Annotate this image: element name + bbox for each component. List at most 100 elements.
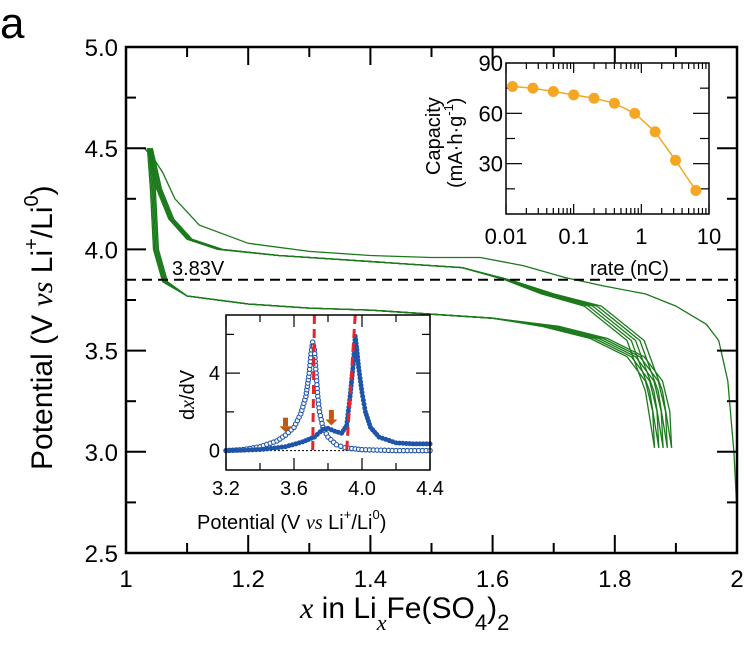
arrow-head [279, 426, 292, 433]
rate-capacity-points [507, 80, 702, 197]
dxdv-point-filled [238, 447, 244, 453]
discharge-curve-5 [151, 148, 673, 448]
dxdv-x-axis-label: Potential (V vs Li+/Li0) [197, 507, 386, 534]
dxdv-y-tick-label: 4 [209, 363, 220, 385]
red-guide-line [311, 314, 316, 451]
rate-inset-frame [505, 62, 710, 215]
x-axis-label-sub2: 4 [475, 610, 487, 635]
rate-point [629, 107, 641, 119]
x-tick-label: 2 [730, 566, 743, 593]
dxdv-point-filled [264, 446, 270, 452]
dxdv-point-filled [279, 444, 285, 450]
rate-point [507, 80, 519, 92]
dxdv-x-tick-label: 3.2 [212, 478, 240, 500]
dxdv-x-tick-labels: 3.2 3.6 4.0 4.4 [212, 478, 444, 500]
dxdv-point-filled [253, 447, 259, 453]
dxdv-arrows [279, 409, 338, 433]
rate-point [547, 86, 559, 98]
rate-point [588, 92, 600, 104]
dxdv-xlabel-close: ) [380, 512, 387, 534]
dxdv-point-filled [268, 445, 274, 451]
dxdv-point-filled [231, 447, 237, 453]
y-tick-label: 4.5 [85, 136, 118, 163]
dxdv-point-filled [275, 445, 281, 451]
red-guide-line [345, 314, 357, 451]
dxdv-point-filled [257, 447, 263, 453]
reference-line-label: 3.83V [172, 258, 225, 280]
rate-x-tick-label: 10 [697, 224, 721, 249]
dxdv-x-tick-label: 4.0 [348, 478, 376, 500]
dxdv-point-filled [246, 447, 252, 453]
dxdv-y-tick-label: 0 [209, 441, 220, 463]
dxdv-ylabel-d: d [177, 409, 199, 420]
rate-inset-ticks [505, 63, 710, 214]
y-axis-label-slash: /Li [26, 207, 59, 239]
dxdv-red-guides [311, 314, 357, 451]
dxdv-point-filled [360, 393, 366, 399]
rate-point [527, 82, 539, 94]
arrow-shaft [328, 409, 334, 420]
y-axis-label-sup: + [21, 238, 43, 250]
dxdv-point-filled [234, 447, 240, 453]
arrow-shaft [283, 417, 288, 427]
y-axis-label-close: ) [26, 185, 59, 195]
rate-x-tick-labels: 0.01 0.1 1 10 [485, 224, 722, 249]
dxdv-xlabel-sup: + [344, 507, 352, 522]
down-arrow-icon [325, 409, 338, 426]
x-axis-label-sub: x [376, 610, 387, 635]
x-tick-label: 1.2 [232, 566, 265, 593]
dxdv-point-filled [362, 405, 368, 411]
x-axis-label-rest: Fe(SO [386, 592, 474, 625]
y-tick-label: 2.5 [85, 541, 118, 568]
arrow-head [325, 419, 338, 426]
dxdv-ylabel-var: x [177, 400, 199, 410]
rate-y-tick-labels: 30 60 90 [479, 51, 503, 177]
dxdv-point-filled [272, 445, 278, 451]
dxdv-x-tick-label: 4.4 [416, 478, 444, 500]
dxdv-xlabel-li: Li [323, 512, 344, 534]
x-axis-label-var: x [299, 592, 314, 625]
y-tick-label: 5.0 [85, 35, 118, 62]
main-x-axis-label: x in LixFe(SO4)2 [299, 592, 509, 635]
rate-point [608, 97, 620, 109]
main-y-axis-label: Potential (V vs Li+/Li0) [21, 185, 59, 470]
panel-label: a [0, 0, 25, 48]
dxdv-xlabel-vs: vs [306, 512, 323, 534]
rate-y-axis-label-line2: (mA·h·g-1) [441, 98, 467, 188]
rate-ylabel-sup: -1 [441, 104, 456, 116]
main-y-tick-labels: 2.5 3.0 3.5 4.0 4.5 5.0 [85, 35, 118, 568]
rate-point [690, 185, 702, 197]
dxdv-inset-frame [225, 314, 431, 471]
rate-y-axis-label-line1: Capacity [423, 97, 445, 175]
dxdv-y-tick-labels: 04 [209, 363, 220, 463]
rate-y-tick-label: 90 [479, 51, 503, 76]
dxdv-point-filled [360, 397, 366, 403]
rate-x-tick-label: 0.01 [485, 224, 528, 249]
dxdv-series [223, 333, 433, 454]
rate-capacity-line [512, 85, 697, 191]
x-axis-label-sub3: 2 [497, 610, 509, 635]
first-discharge-curve [143, 147, 738, 513]
down-arrow-icon [279, 417, 292, 433]
y-axis-label-li: Li [26, 250, 59, 282]
y-tick-label: 3.0 [85, 440, 118, 467]
main-plot: 3.83V 1 1.2 1.4 1.6 1.8 2 2.53.03.54.04.55.0 … [21, 35, 744, 635]
rate-x-tick-label: 1 [635, 224, 647, 249]
main-curves [143, 147, 738, 513]
dxdv-xlabel-sup2: 0 [372, 507, 379, 522]
rate-inset: 0.01 0.1 1 10 30 60 90 rate (nC) Capacity (mA… [423, 51, 721, 280]
x-axis-label-close: ) [487, 592, 497, 625]
dxdv-xlabel-text: Potential (V [197, 512, 306, 534]
main-axis-ticks [125, 46, 738, 554]
dxdv-x-tick-label: 3.6 [280, 478, 308, 500]
rate-ylabel-text: (mA·h·g [445, 116, 467, 188]
dxdv-point-filled [344, 422, 350, 428]
rate-point [568, 89, 580, 101]
x-tick-label: 1.8 [598, 566, 631, 593]
dxdv-point-filled [359, 390, 365, 395]
main-x-tick-labels: 1 1.2 1.4 1.6 1.8 2 [119, 566, 743, 593]
x-axis-label-text: in Li [313, 592, 376, 625]
rate-ylabel-close: ) [445, 98, 467, 105]
rate-y-tick-label: 30 [479, 152, 503, 177]
